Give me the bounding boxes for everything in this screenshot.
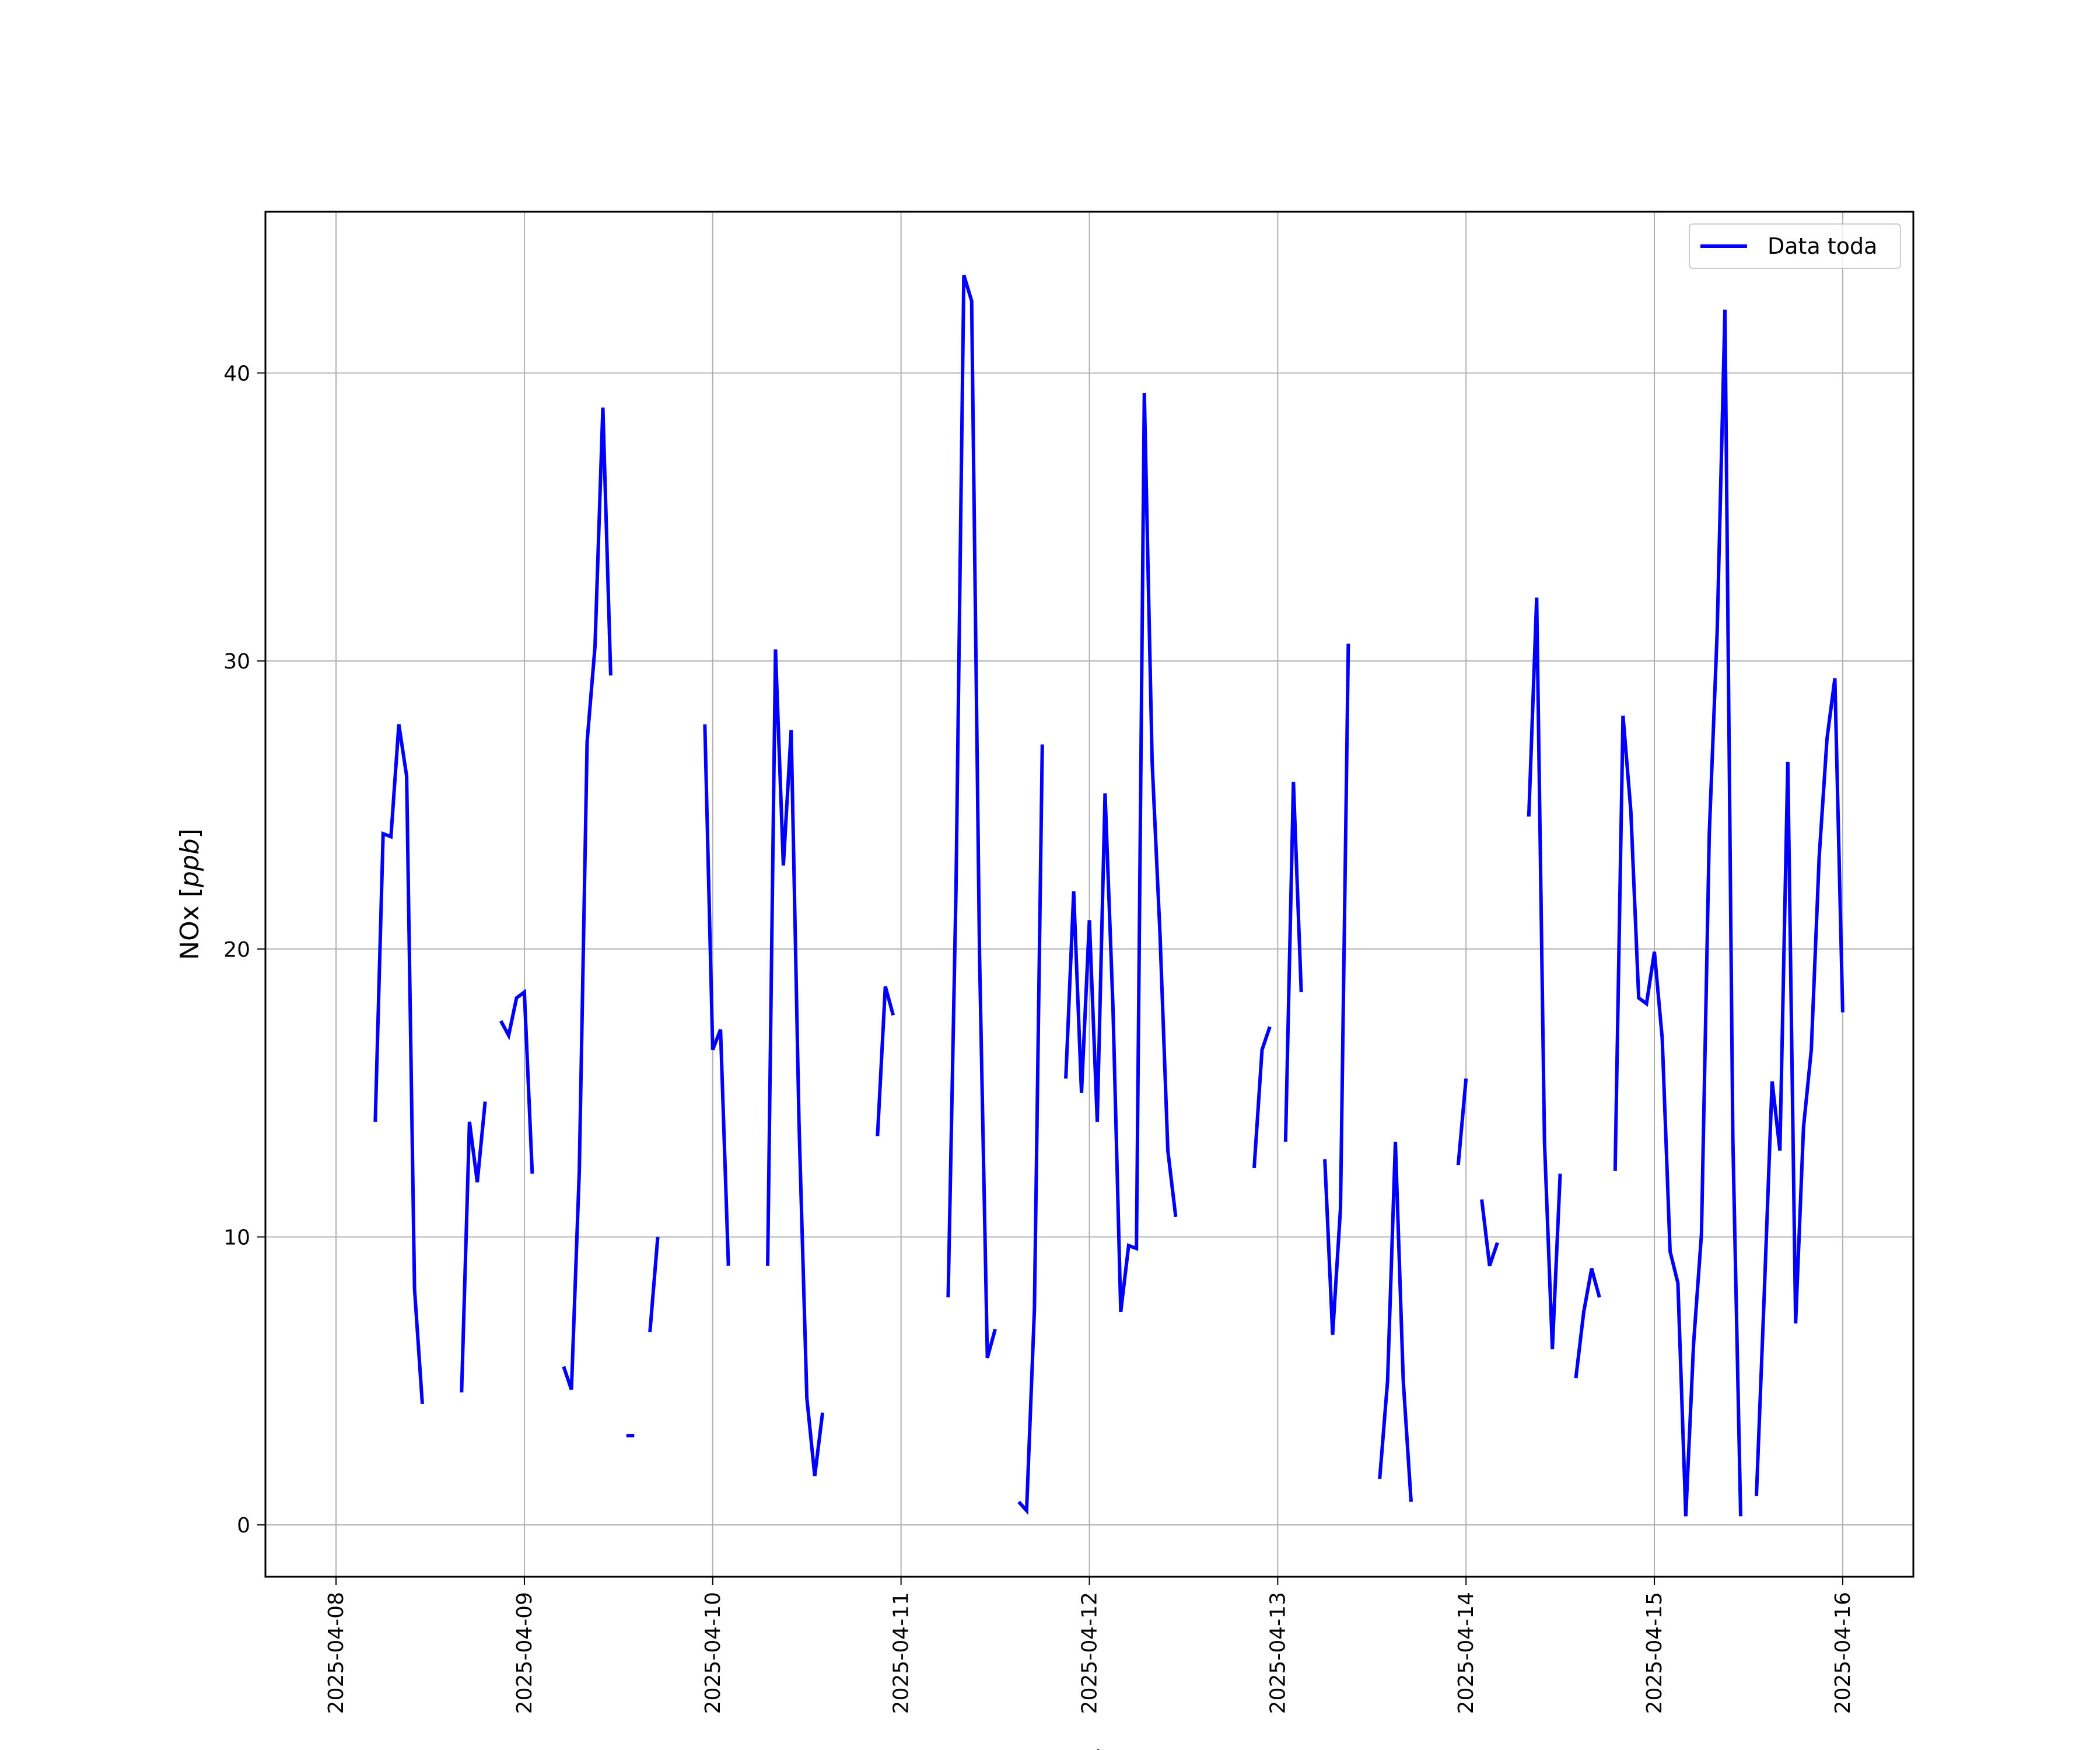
- series-line-segment: [1323, 643, 1350, 1335]
- legend-entry-label: Data toda: [1768, 233, 1877, 259]
- series-line-segment: [1252, 1026, 1272, 1168]
- series-line-segment: [1755, 678, 1845, 1496]
- y-axis-label: NOx [ppb]: [175, 828, 205, 960]
- series-line-segment: [1527, 597, 1562, 1350]
- x-tick-label: 2025-04-10: [701, 1592, 725, 1714]
- x-tick-label: 2025-04-08: [324, 1592, 348, 1714]
- x-tick-label: 2025-04-11: [890, 1592, 914, 1714]
- legend-box: [1689, 223, 1901, 269]
- x-tick-label: 2025-04-16: [1831, 1592, 1855, 1714]
- series-line-segment: [766, 649, 825, 1476]
- y-tick-label: 0: [237, 1514, 250, 1538]
- x-axis: 2025-04-08 2025-04-09 2025-04-10 2025-04-11…: [324, 1577, 1855, 1714]
- y-tick-label: 10: [223, 1226, 250, 1250]
- series-line-segment: [1283, 782, 1303, 1142]
- grid: [265, 212, 1913, 1577]
- series-line-segment: [460, 1101, 487, 1393]
- series-line-segment: [373, 724, 424, 1405]
- y-tick-label: 20: [223, 938, 250, 962]
- x-tick-label: 2025-04-09: [513, 1592, 537, 1714]
- series-line-segment: [1613, 309, 1742, 1517]
- series-line-segment: [499, 989, 534, 1174]
- y-tick-label: 30: [223, 650, 250, 674]
- series-line-segment: [1456, 1078, 1468, 1166]
- series-line-segment: [1017, 744, 1044, 1515]
- x-tick-label: 2025-04-15: [1643, 1592, 1667, 1714]
- series-line-segment: [1378, 1142, 1413, 1502]
- y-axis: 0 10 20 30 40: [223, 362, 265, 1538]
- series-line-segment: [1480, 1199, 1499, 1266]
- series-line-segment: [648, 1237, 660, 1332]
- x-axis-label: Fecha: [1051, 1745, 1126, 1750]
- series-line-segment: [562, 407, 612, 1391]
- series-line-segment: [1064, 393, 1178, 1312]
- series-line-segment: [946, 274, 997, 1359]
- series-line-segment: [876, 986, 895, 1136]
- y-tick-label: 40: [223, 362, 250, 386]
- x-tick-label: 2025-04-12: [1078, 1592, 1102, 1714]
- series-line-segment: [703, 724, 730, 1266]
- x-tick-label: 2025-04-13: [1266, 1592, 1290, 1714]
- series-line-segment: [1574, 1268, 1601, 1378]
- series-data-toda: [373, 274, 1845, 1517]
- x-tick-label: 2025-04-14: [1454, 1592, 1478, 1714]
- legend: Data toda: [1689, 223, 1901, 269]
